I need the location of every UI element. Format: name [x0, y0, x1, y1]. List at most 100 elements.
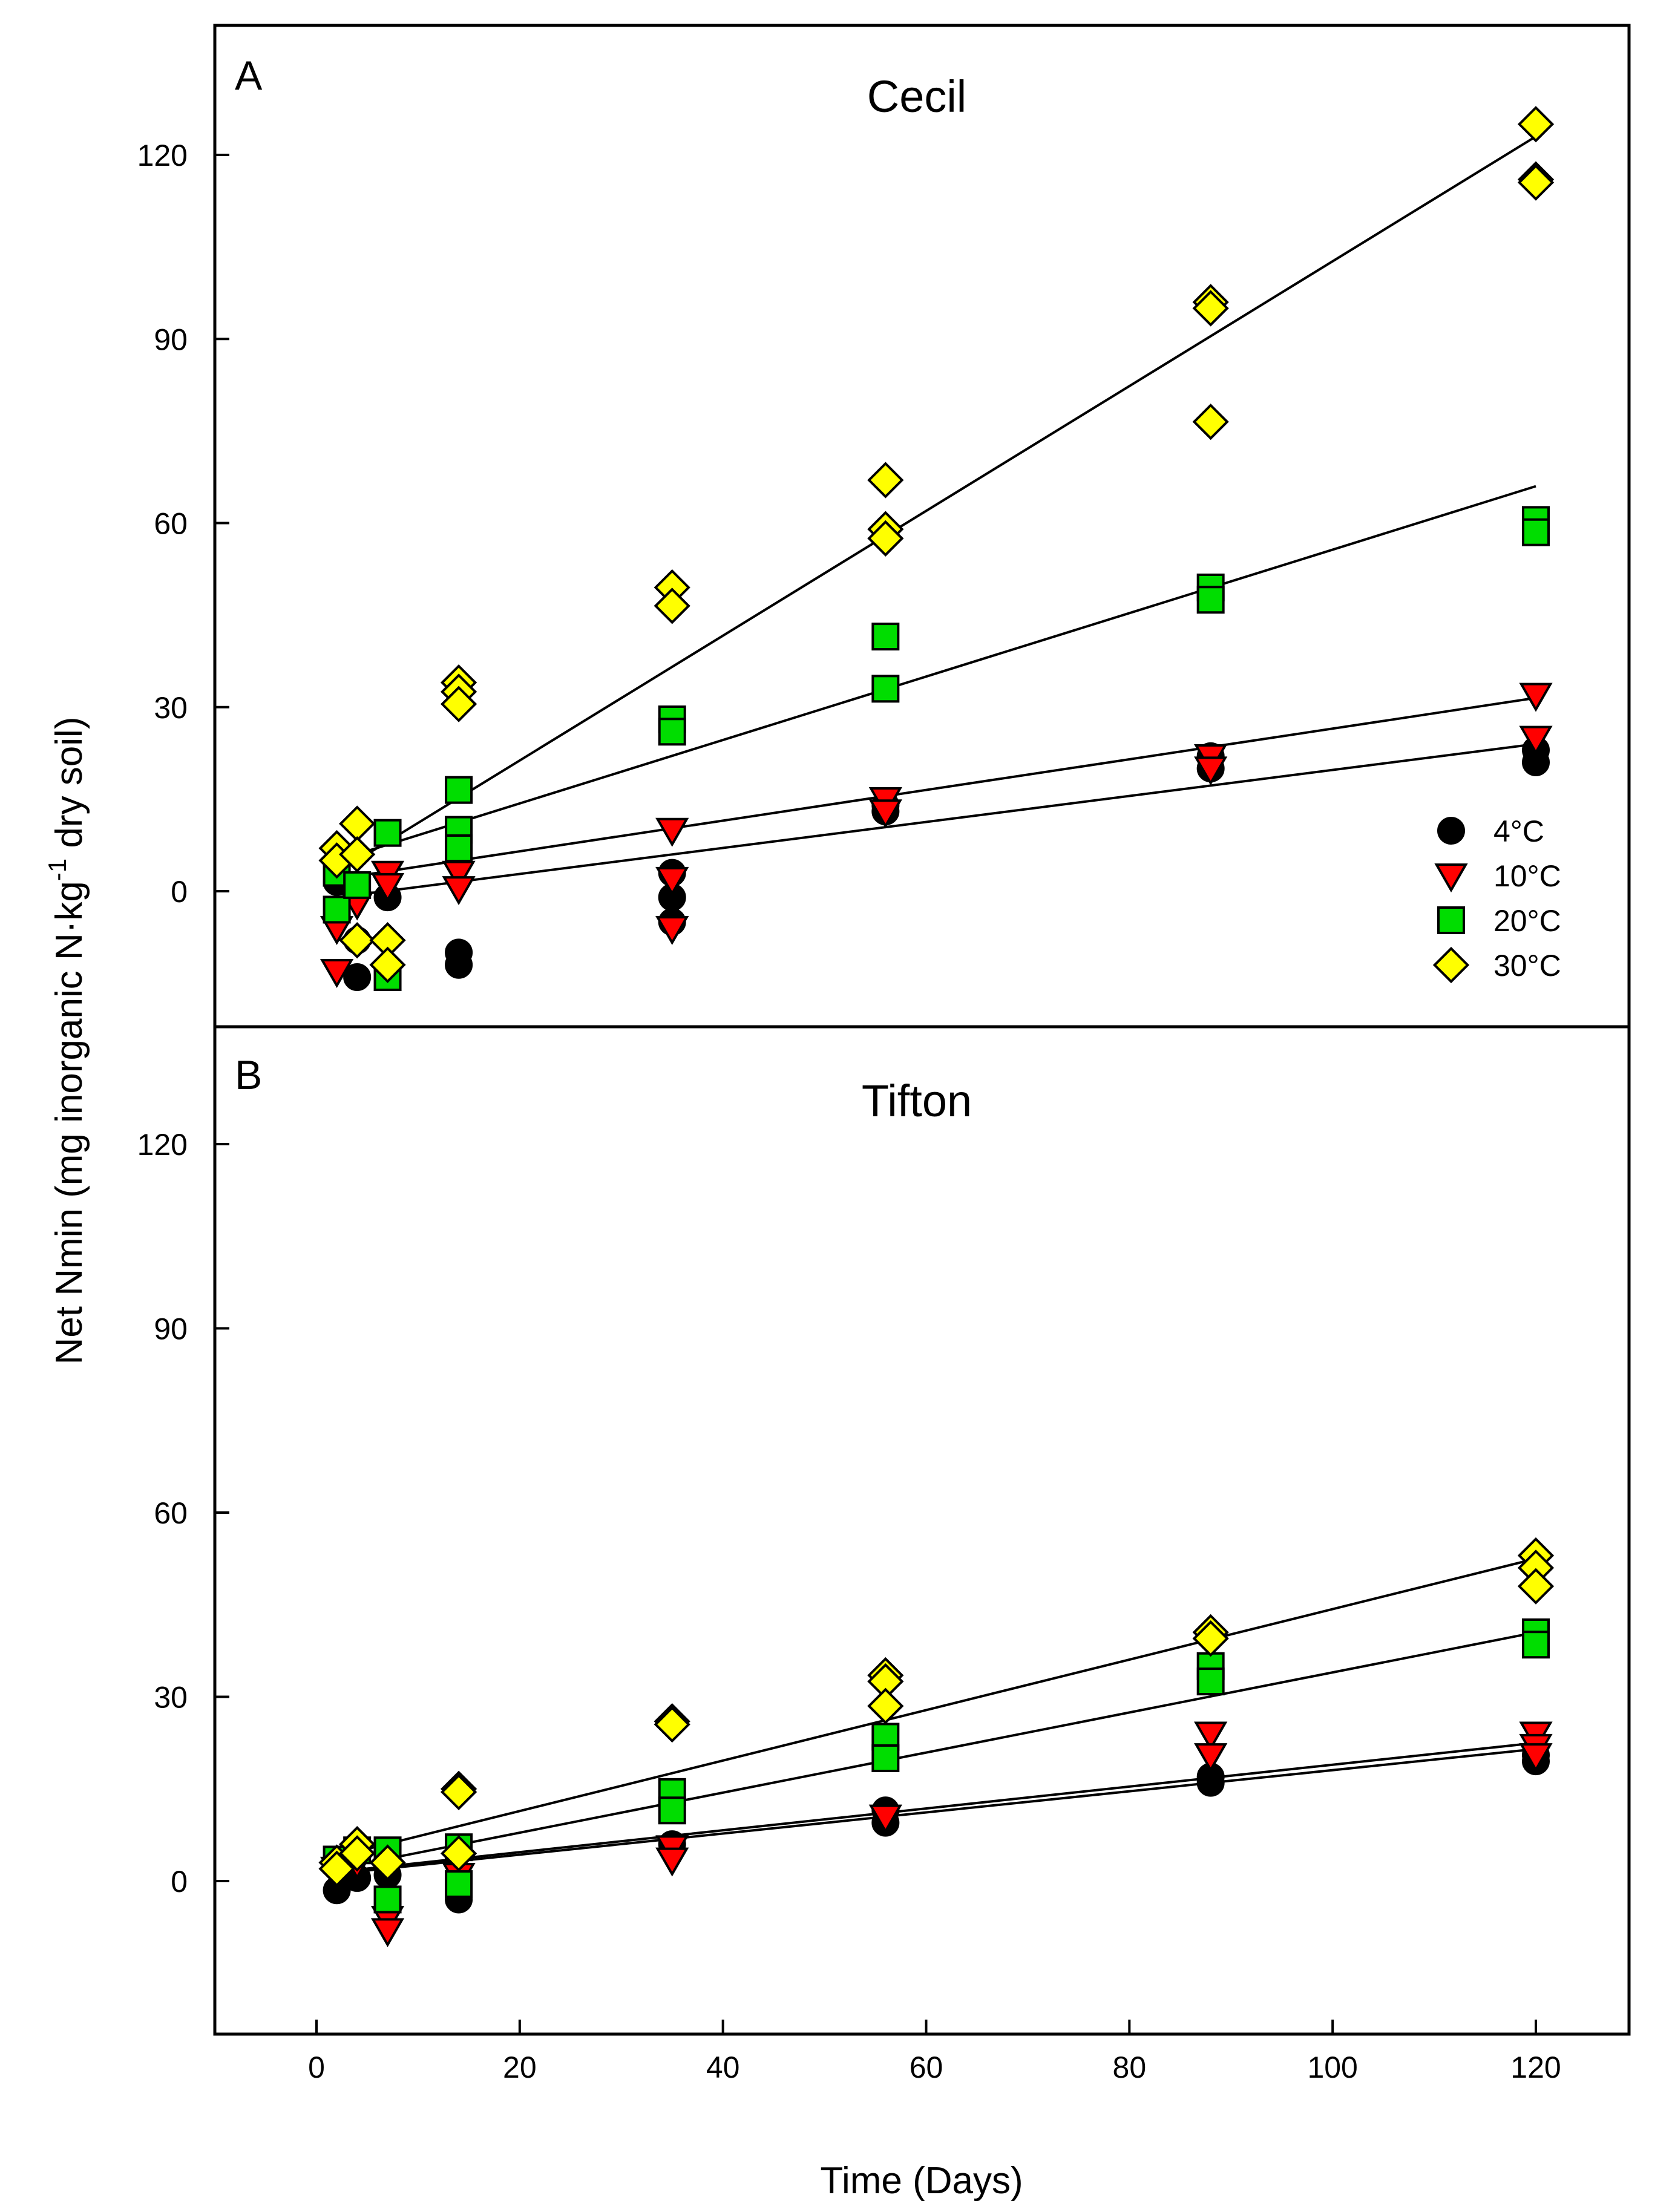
data-point-diamond	[867, 1687, 904, 1724]
y-tick-label: 120	[137, 1128, 188, 1162]
x-tick-label: 20	[503, 2050, 537, 2084]
x-axis: 0 20 40 60 80 100 120	[308, 2020, 1561, 2084]
data-point-diamond	[867, 520, 904, 557]
data-point-diamond	[369, 1844, 406, 1881]
panel-a-y-axis: 0 30 60 90 120	[137, 139, 229, 909]
data-point-square	[871, 1744, 900, 1772]
data-point-square	[658, 718, 686, 746]
data-point-triangle-down	[655, 1847, 689, 1877]
data-point-triangle-down	[655, 916, 689, 946]
y-axis-title-main: Net Nmin (mg inorganic N·kg	[48, 881, 90, 1364]
legend-marker-circle	[1437, 817, 1465, 845]
data-point-diamond	[1517, 164, 1555, 201]
data-point-triangle-down	[868, 1804, 902, 1834]
x-tick-label: 100	[1307, 2050, 1357, 2084]
legend-label: 20°C	[1493, 904, 1561, 938]
y-axis-title-tail: dry soil)	[48, 717, 90, 859]
trend-line-square	[336, 1631, 1536, 1870]
data-point-square	[1196, 586, 1225, 614]
data-point-diamond	[339, 805, 376, 842]
trend-line-circle	[336, 742, 1536, 899]
data-point-triangle-down	[1194, 1743, 1228, 1773]
legend-label: 30°C	[1493, 949, 1561, 983]
data-point-circle	[1196, 1769, 1225, 1797]
trend-line-triangle-down	[336, 1741, 1536, 1873]
data-point-triangle-down	[655, 866, 689, 896]
data-point-triangle-down	[320, 958, 354, 989]
data-point-diamond	[339, 1835, 376, 1872]
data-point-diamond	[1192, 404, 1229, 440]
legend-marker-square	[1437, 906, 1465, 934]
data-point-diamond	[1517, 106, 1555, 143]
legend-label: 10°C	[1493, 859, 1561, 893]
data-point-diamond	[654, 1706, 690, 1743]
data-point-square	[445, 776, 473, 804]
data-point-diamond	[654, 587, 690, 624]
y-tick-label: 60	[154, 1496, 188, 1530]
x-tick-label: 60	[910, 2050, 943, 2084]
y-tick-label: 0	[171, 1865, 188, 1899]
data-point-triangle-down	[1194, 1721, 1228, 1751]
y-tick-label: 60	[154, 507, 188, 541]
data-point-triangle-down	[655, 817, 689, 847]
data-point-circle	[343, 963, 372, 991]
data-point-diamond	[1192, 290, 1229, 327]
data-point-square	[445, 834, 473, 863]
y-tick-label: 90	[154, 322, 188, 356]
panel-a-frame	[213, 24, 1631, 1029]
data-point-square	[1522, 518, 1550, 546]
legend-label: 4°C	[1493, 814, 1544, 848]
data-point-triangle-down	[370, 1918, 405, 1948]
data-point-square	[323, 895, 351, 924]
data-point-triangle-down	[1194, 756, 1228, 786]
y-tick-label: 30	[154, 1681, 188, 1715]
data-point-diamond	[339, 922, 376, 959]
legend-marker-triangle-down	[1434, 863, 1468, 893]
panel-a-cecil: A Cecil 0 30 60 90 120 4°C 10°C 20°C 30°C	[137, 24, 1631, 1029]
y-tick-label: 0	[171, 875, 188, 909]
trend-line-diamond	[336, 135, 1537, 874]
data-point-triangle-down	[1519, 725, 1553, 755]
trend-line-diamond	[336, 1557, 1536, 1858]
data-point-triangle-down	[868, 799, 902, 829]
data-point-square	[373, 1885, 402, 1914]
data-point-circle	[445, 951, 473, 979]
x-tick-label: 120	[1510, 2050, 1561, 2084]
legend: 4°C 10°C 20°C 30°C	[1432, 814, 1561, 984]
panel-a-title: Cecil	[867, 71, 966, 122]
data-point-square	[1196, 1667, 1225, 1696]
y-tick-label: 90	[154, 1312, 188, 1346]
data-point-square	[1522, 1631, 1550, 1659]
trend-line-triangle-down	[336, 696, 1536, 880]
y-axis-title-superscript: -1	[43, 859, 71, 881]
data-point-diamond	[867, 462, 904, 499]
panel-b-y-axis: 0 30 60 90 120	[137, 1128, 229, 1899]
data-point-diamond	[440, 1773, 477, 1810]
y-tick-label: 30	[154, 691, 188, 725]
data-point-diamond	[369, 946, 406, 983]
panel-a-letter: A	[235, 53, 263, 99]
panel-b-data-points	[318, 1537, 1555, 1948]
data-point-diamond	[1517, 1568, 1555, 1605]
data-point-square	[871, 675, 900, 703]
trend-line-square	[336, 485, 1536, 862]
data-point-triangle-down	[370, 873, 405, 903]
data-point-square	[871, 623, 900, 651]
data-point-triangle-down	[442, 876, 476, 906]
x-tick-label: 0	[308, 2050, 325, 2084]
data-point-square	[658, 1796, 686, 1825]
trend-line-circle	[336, 1747, 1536, 1875]
legend-marker-diamond	[1432, 946, 1470, 984]
x-tick-label: 40	[706, 2050, 740, 2084]
data-point-diamond	[318, 1850, 355, 1887]
y-axis-title: Net Nmin (mg inorganic N·kg-1 dry soil)	[43, 717, 90, 1365]
panel-a-trend-lines	[336, 135, 1537, 899]
panel-b-trend-lines	[336, 1557, 1536, 1875]
data-point-triangle-down	[1519, 682, 1553, 712]
data-point-triangle-down	[1519, 1743, 1553, 1773]
data-point-diamond	[440, 1835, 477, 1872]
y-tick-label: 120	[137, 139, 188, 172]
data-point-square	[343, 871, 372, 899]
panel-a-data-points	[318, 106, 1555, 991]
